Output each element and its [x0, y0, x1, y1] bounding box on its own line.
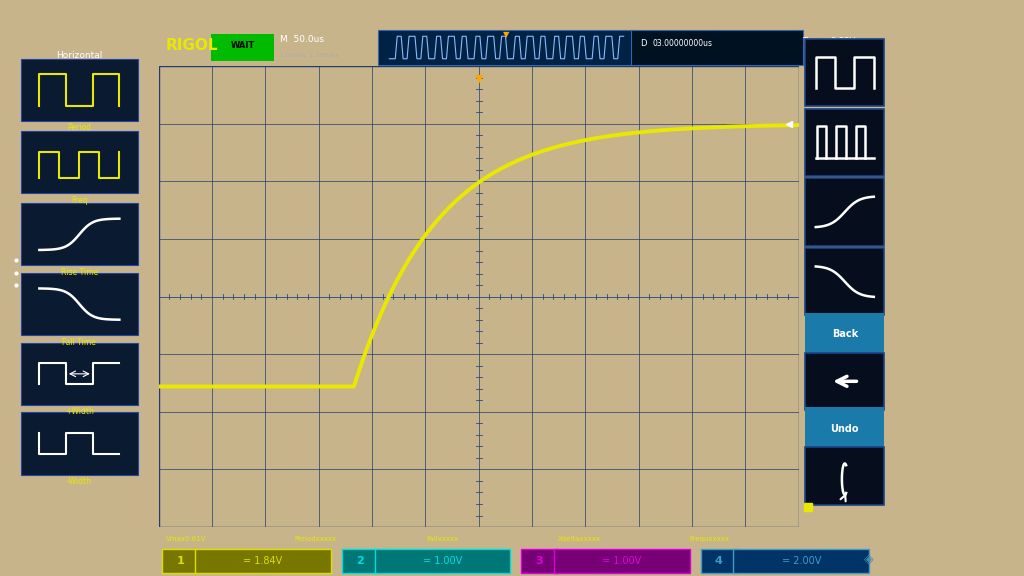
FancyBboxPatch shape — [554, 550, 689, 573]
FancyBboxPatch shape — [805, 313, 885, 355]
FancyBboxPatch shape — [163, 550, 199, 573]
Text: ⚡: ⚡ — [814, 37, 820, 47]
Text: 03.00000000us: 03.00000000us — [653, 39, 713, 48]
Text: -3.22V: -3.22V — [828, 37, 856, 47]
Text: Rise Time: Rise Time — [60, 268, 98, 277]
FancyBboxPatch shape — [805, 108, 885, 176]
Text: = 1.84V: = 1.84V — [244, 556, 283, 566]
Text: ◈: ◈ — [864, 552, 873, 566]
Text: WAIT: WAIT — [230, 41, 255, 50]
FancyBboxPatch shape — [805, 407, 885, 450]
Text: -Width: -Width — [67, 477, 92, 486]
Text: ▼: ▼ — [503, 29, 510, 39]
FancyBboxPatch shape — [342, 550, 379, 573]
FancyBboxPatch shape — [805, 39, 885, 106]
FancyBboxPatch shape — [805, 248, 885, 315]
Text: = 2.00V: = 2.00V — [781, 556, 821, 566]
FancyBboxPatch shape — [20, 343, 138, 405]
Text: ▼: ▼ — [474, 73, 483, 83]
Text: 1: 1 — [177, 556, 184, 566]
FancyBboxPatch shape — [20, 273, 138, 335]
Text: 2: 2 — [356, 556, 364, 566]
FancyBboxPatch shape — [196, 550, 331, 573]
FancyBboxPatch shape — [379, 31, 635, 65]
FancyBboxPatch shape — [20, 59, 138, 121]
Text: Horizontal: Horizontal — [56, 51, 102, 60]
Text: D: D — [640, 39, 647, 48]
FancyBboxPatch shape — [805, 353, 885, 410]
FancyBboxPatch shape — [20, 203, 138, 266]
FancyBboxPatch shape — [805, 179, 885, 245]
Text: Xdeltaxxxxx: Xdeltaxxxxx — [558, 536, 601, 542]
Text: Period: Period — [68, 123, 91, 132]
Text: Fall Time: Fall Time — [62, 338, 96, 347]
FancyBboxPatch shape — [20, 412, 138, 475]
Text: Frequxxxxx: Frequxxxxx — [689, 536, 729, 542]
Text: Undo: Undo — [830, 423, 859, 434]
Text: Fallxxxxx: Fallxxxxx — [426, 536, 458, 542]
Text: Vmax0.61V: Vmax0.61V — [166, 536, 207, 542]
Text: Periodxxxxx: Periodxxxxx — [294, 536, 337, 542]
Text: +Width: +Width — [65, 407, 94, 416]
Text: 3: 3 — [536, 556, 544, 566]
Text: T: T — [802, 37, 807, 47]
Text: 4: 4 — [715, 556, 723, 566]
Text: RIGOL: RIGOL — [166, 38, 218, 53]
FancyBboxPatch shape — [631, 31, 803, 65]
FancyBboxPatch shape — [211, 34, 273, 61]
FancyBboxPatch shape — [20, 131, 138, 193]
FancyBboxPatch shape — [700, 550, 737, 573]
FancyBboxPatch shape — [375, 550, 510, 573]
Text: Freq: Freq — [71, 196, 88, 204]
Text: = 1.00V: = 1.00V — [602, 556, 641, 566]
FancyBboxPatch shape — [733, 550, 869, 573]
Text: 1.000Sa  1.330 pts: 1.000Sa 1.330 pts — [280, 53, 338, 58]
Text: Back: Back — [831, 329, 858, 339]
FancyBboxPatch shape — [805, 448, 885, 505]
Text: = 1.00V: = 1.00V — [423, 556, 462, 566]
Text: M  50.0us: M 50.0us — [280, 35, 324, 44]
FancyBboxPatch shape — [521, 550, 558, 573]
